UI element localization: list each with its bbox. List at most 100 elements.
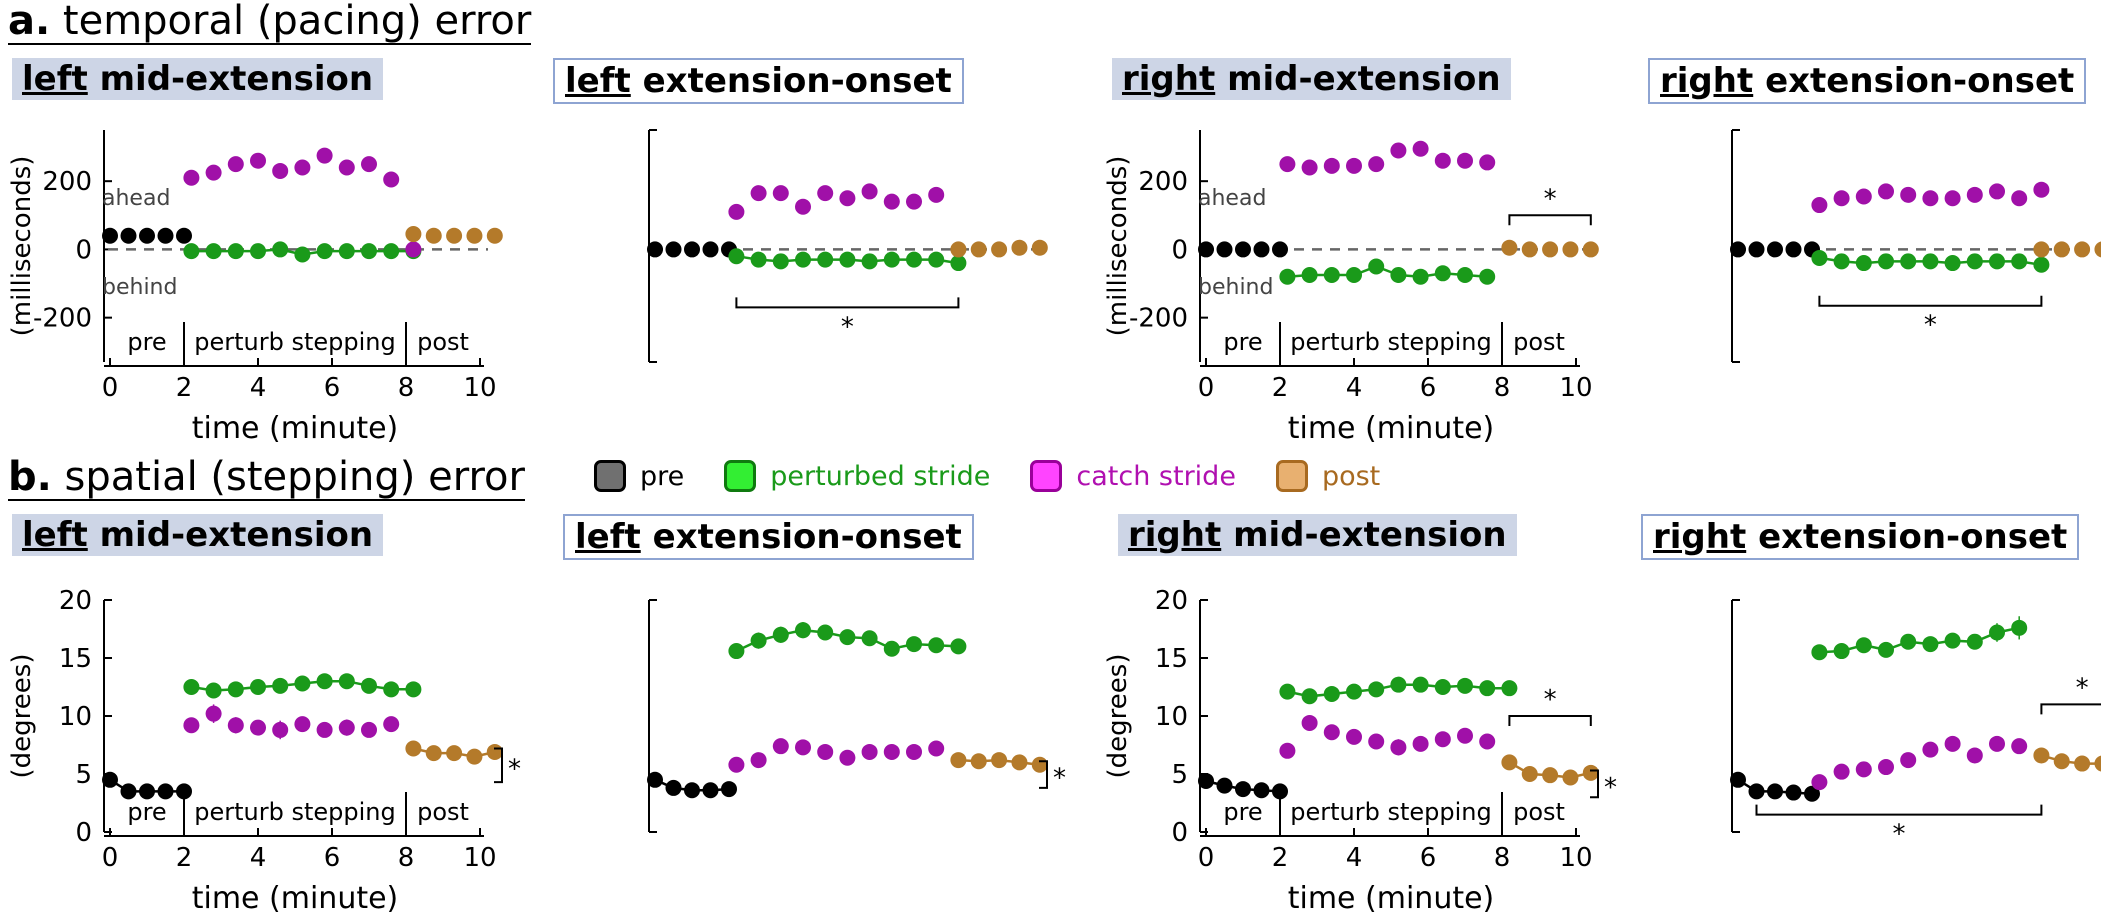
panel-title-text: mid-extension [1227,59,1501,99]
legend-label: perturbed stride [770,460,991,492]
data-point-catch-stride [2033,181,2050,198]
x-tick-label: 4 [1346,843,1363,873]
data-point-post [2074,241,2091,258]
data-point-catch-stride [861,183,878,200]
data-point-perturbed-stride [1878,641,1894,658]
data-point-catch-stride [1922,741,1939,758]
data-point-perturbed-stride [250,679,266,695]
data-point-pre [684,241,700,258]
panel-title-b4: right extension-onset [1641,514,2080,560]
data-point-perturbed-stride [1811,249,1828,266]
data-point-catch-stride [795,739,811,756]
data-point-post [2053,241,2070,258]
data-point-pre [647,771,663,788]
data-point-perturbed-stride [1457,267,1473,283]
significance-star: * [2076,673,2089,703]
x-tick-label: 2 [176,843,193,873]
data-point-perturbed-stride [1989,253,2005,270]
x-tick-label: 0 [102,843,119,873]
data-point-catch-stride [861,743,878,760]
data-point-perturbed-stride [728,248,745,265]
data-point-catch-stride [183,169,200,186]
legend-item-pre: pre [594,460,684,492]
y-tick-label: 15 [1155,644,1188,674]
data-point-post [1562,241,1579,258]
y-tick-label: 5 [75,760,92,790]
y-tick-label: 200 [42,167,92,197]
data-point-catch-stride [1346,728,1362,745]
data-point-pre [1748,241,1765,258]
legend-item-perturbed: perturbed stride [724,460,990,492]
data-point-post [1542,241,1559,258]
data-point-catch-stride [1900,186,1917,203]
x-tick-label: 6 [324,373,341,403]
y-tick-label: -200 [1129,304,1188,334]
data-point-post [2094,241,2101,258]
x-tick-label: 8 [398,843,415,873]
data-point-perturbed-stride [1922,253,1939,270]
data-point-perturbed-stride [772,626,789,643]
chart-panel-b-right-mid-extension: 0 5 10 15 20 (degrees) 0 2 4 6 8 10 time (minute) pre… [1103,586,1617,913]
x-tick-label: 4 [1346,373,1363,403]
y-tick-label: 0 [1171,818,1188,848]
chart-panel-b-right-extension-onset: *** [1730,599,2101,850]
significance-bracket [1508,214,1592,226]
data-point-perturbed-stride [316,673,333,690]
data-point-pre [120,227,137,244]
data-point-perturbed-stride [1966,633,1983,650]
data-point-post [425,227,442,244]
data-point-perturbed-stride [250,243,266,260]
y-axis-label: (degrees) [1103,654,1133,779]
data-point-perturbed-stride [750,632,767,649]
data-point-pre [665,779,682,796]
significance-star: * [1544,685,1557,715]
panel-title-text: extension-onset [1765,61,2075,101]
data-point-catch-stride [1833,190,1850,207]
data-point-post [2094,755,2101,772]
data-point-perturbed-stride [294,246,311,263]
data-point-pre [1804,785,1820,802]
data-point-catch-stride [883,743,900,760]
data-point-catch-stride [316,147,333,164]
significance-star: * [1053,764,1066,794]
data-point-post [950,752,967,769]
x-axis-label: time (minute) [1288,881,1495,913]
series-line-perturbed-stride [1819,626,2020,654]
data-point-catch-stride [1966,186,1983,203]
data-point-catch-stride [1944,190,1961,207]
data-point-catch-stride [906,743,922,760]
significance-bracket [494,747,503,784]
significance-star: * [1604,773,1617,803]
data-point-perturbed-stride [950,255,967,272]
x-tick-label: 6 [1420,373,1437,403]
data-point-pre [1235,781,1251,798]
data-point-post [1501,754,1518,771]
data-point-post [1582,764,1599,781]
data-point-pre [102,227,118,244]
data-point-pre [157,227,174,244]
data-point-catch-stride [1457,727,1473,744]
significance-bracket [1039,760,1048,789]
significance-bracket [1755,804,2043,816]
data-point-catch-stride [1922,190,1939,207]
data-point-post [2074,755,2091,772]
y-tick-label: 10 [59,702,92,732]
data-point-perturbed-stride [1390,267,1407,283]
data-point-post [466,748,483,765]
legend-swatch-post [1275,460,1308,492]
data-point-catch-stride [1323,157,1340,174]
data-point-catch-stride [1479,733,1496,750]
data-point-catch-stride [1301,159,1318,176]
phase-label: pre [1223,798,1262,826]
data-point-perturbed-stride [728,643,745,660]
data-point-catch-stride [1368,156,1385,173]
panel-title-a2: left extension-onset [553,58,964,104]
data-point-perturbed-stride [928,251,945,268]
data-point-perturbed-stride [906,636,922,653]
y-tick-label: 10 [1155,702,1188,732]
panel-title-side: left [22,59,88,99]
data-point-perturbed-stride [205,682,222,699]
data-point-post [2053,753,2070,770]
data-point-perturbed-stride [1855,255,1872,272]
data-point-pre [1730,771,1746,788]
